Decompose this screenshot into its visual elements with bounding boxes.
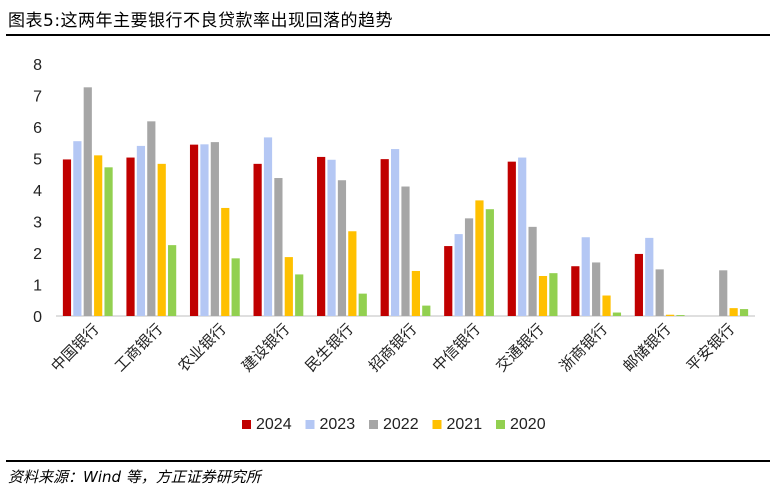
y-tick-label: 5	[33, 152, 42, 169]
bar-2020-10	[739, 309, 749, 316]
bar-2021-8	[602, 295, 611, 316]
bar-2024-7	[507, 161, 516, 316]
figure-title: 图表5:这两年主要银行不良贷款率出现回落的趋势	[8, 11, 394, 31]
bar-2021-7	[538, 276, 548, 316]
bar-2023-8	[581, 237, 590, 316]
bar-2021-0	[94, 155, 103, 316]
x-tick-label: 农业银行	[175, 320, 230, 375]
x-tick-label: 交通银行	[492, 320, 547, 375]
bar-2022-6	[464, 218, 474, 316]
bar-2022-10	[719, 270, 728, 316]
x-tick-label: 浙商银行	[556, 320, 611, 375]
bar-2022-3	[274, 178, 283, 316]
bar-2024-0	[62, 159, 72, 316]
x-tick-label: 中国银行	[47, 320, 102, 375]
bar-2022-0	[83, 87, 92, 316]
y-tick-label: 1	[33, 278, 42, 295]
legend-swatch-2020	[496, 420, 505, 429]
bar-2020-7	[549, 273, 558, 316]
bar-2020-6	[485, 209, 494, 316]
bar-2021-3	[284, 257, 293, 316]
y-tick-label: 4	[33, 183, 42, 200]
y-tick-label: 8	[33, 57, 42, 74]
bar-2023-0	[73, 141, 82, 316]
bar-2023-4	[327, 159, 336, 316]
bottom-rule	[6, 460, 770, 462]
legend-swatch-2023	[305, 420, 315, 429]
bar-2024-4	[317, 156, 326, 316]
bar-2021-1	[157, 163, 166, 316]
x-tick-label: 招商银行	[365, 320, 420, 375]
legend-swatch-2022	[369, 420, 378, 429]
bar-2020-2	[231, 258, 240, 316]
bar-2023-3	[263, 137, 273, 316]
legend-swatch-2021	[432, 420, 442, 429]
bar-2021-2	[221, 207, 230, 316]
y-tick-label: 2	[33, 246, 42, 263]
x-tick-label: 民生银行	[302, 320, 357, 375]
bar-2022-1	[147, 121, 156, 316]
bar-2020-9	[676, 315, 685, 316]
bar-2021-6	[475, 200, 484, 316]
bar-2020-4	[358, 293, 367, 316]
legend-label-2021: 2021	[447, 416, 483, 433]
bar-2023-1	[136, 145, 146, 316]
bar-2020-0	[104, 167, 113, 316]
x-tick-label: 中信银行	[429, 320, 484, 375]
bar-2023-9	[645, 237, 654, 316]
x-tick-label: 建设银行	[238, 320, 293, 375]
bar-2023-2	[200, 144, 209, 316]
bar-2024-8	[571, 266, 580, 316]
x-tick-label: 平安银行	[683, 320, 738, 375]
bar-2021-10	[729, 308, 738, 317]
bar-2024-9	[634, 253, 643, 316]
y-tick-label: 3	[33, 215, 42, 232]
y-tick-label: 7	[33, 89, 42, 106]
y-tick-label: 6	[33, 120, 42, 137]
legend-label-2024: 2024	[256, 416, 292, 433]
bar-2024-3	[253, 163, 262, 316]
legend-label-2023: 2023	[320, 416, 356, 433]
bar-2023-7	[518, 157, 527, 316]
bar-2020-3	[295, 274, 304, 316]
x-tick-label: 邮储银行	[619, 320, 674, 375]
bar-2020-8	[612, 312, 622, 316]
bar-2022-5	[401, 186, 410, 316]
bar-2020-1	[168, 245, 177, 317]
bar-chart: 0 1 2 3 4 5 6 7 8 中国银行 工商银行 农业银行 建设银行 民生银行 招商银行 中信银行 交通银…	[33, 57, 755, 433]
bar-2022-7	[528, 226, 537, 316]
bar-2024-2	[189, 144, 199, 316]
y-tick-label: 0	[33, 309, 42, 326]
x-tick-label: 工商银行	[111, 320, 166, 375]
bar-2022-8	[592, 262, 601, 316]
legend-label-2022: 2022	[383, 416, 419, 433]
bar-2022-2	[210, 142, 219, 316]
legend-label-2020: 2020	[510, 416, 546, 433]
bar-2024-5	[380, 159, 389, 316]
bar-2021-4	[348, 231, 357, 316]
bar-2022-9	[655, 269, 664, 316]
bar-2024-1	[126, 157, 135, 316]
bar-2020-5	[422, 305, 431, 316]
source-note: 资料来源：Wind 等，方正证券研究所	[8, 468, 261, 486]
bar-2021-9	[665, 314, 675, 316]
bar-2023-5	[391, 149, 400, 316]
bar-2023-6	[454, 234, 463, 316]
bar-2024-6	[444, 246, 453, 316]
top-rule	[6, 34, 770, 36]
legend-swatch-2024	[242, 420, 251, 429]
bar-2021-5	[411, 270, 420, 316]
bar-2022-4	[337, 180, 347, 316]
